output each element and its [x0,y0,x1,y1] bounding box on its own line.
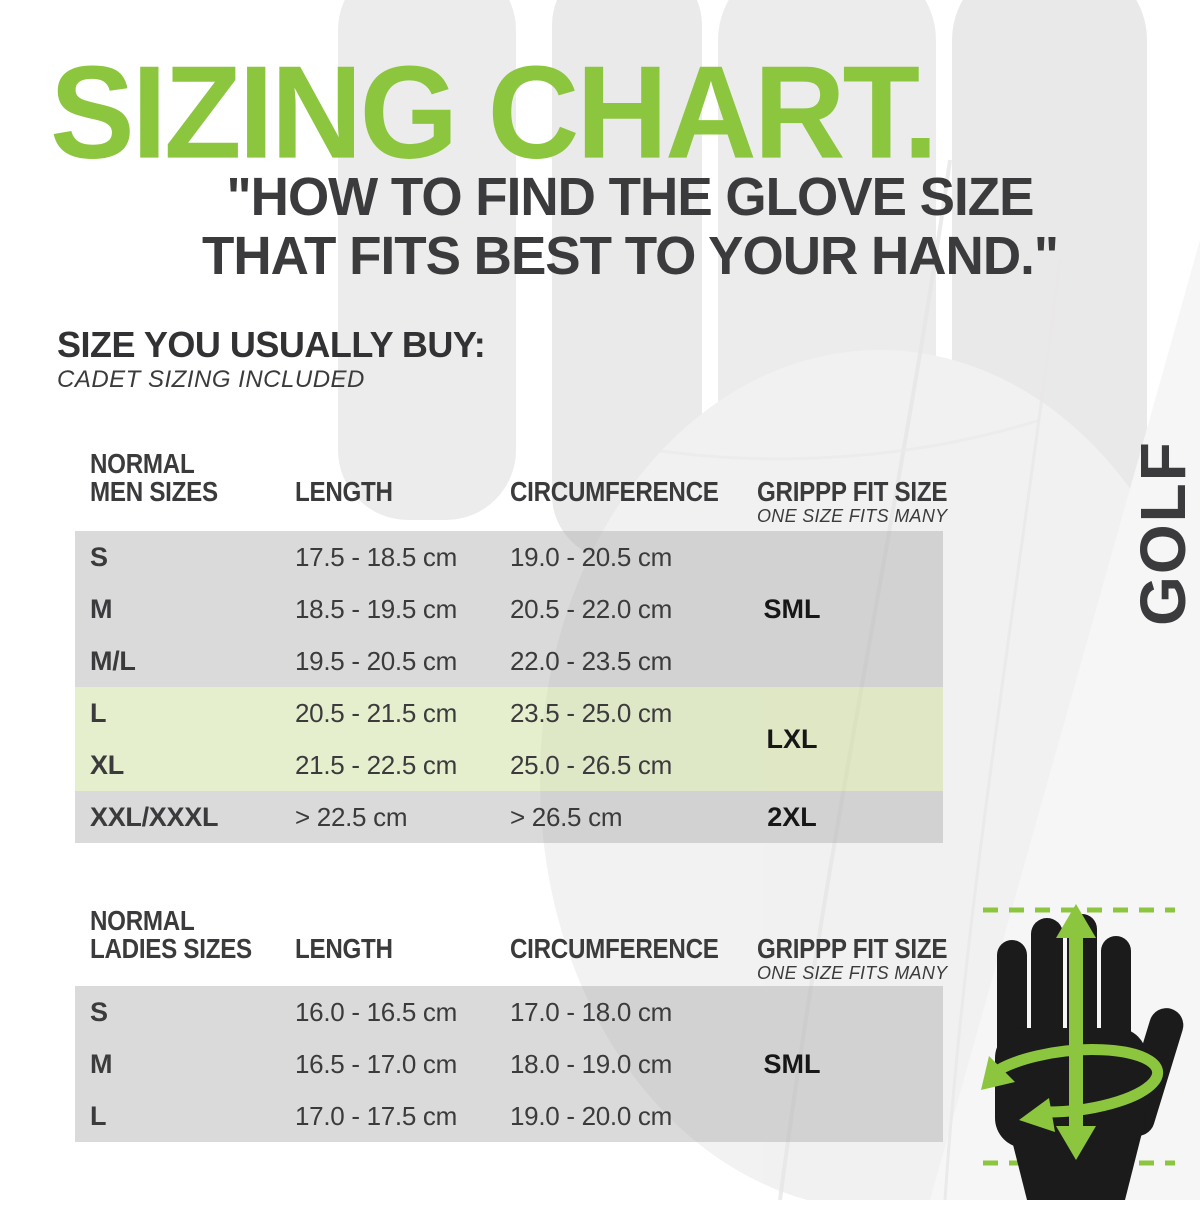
length-cell: 16.5 - 17.0 cm [295,1048,457,1079]
circumference-cell: 25.0 - 26.5 cm [510,749,672,780]
page-subtitle: "HOW TO FIND THE GLOVE SIZE THAT FITS BE… [90,166,1170,287]
size-cell: M [90,1048,113,1079]
circumference-cell: 17.0 - 18.0 cm [510,996,672,1027]
subtitle-line-1: "HOW TO FIND THE GLOVE SIZE [226,166,1035,228]
length-cell: > 22.5 cm [295,801,408,832]
table-row: L 20.5 - 21.5 cm 23.5 - 25.0 cm [75,687,943,739]
length-cell: 16.0 - 16.5 cm [295,996,457,1027]
length-column-header: LENGTH [295,476,393,508]
men-table-rows: S 17.5 - 18.5 cm 19.0 - 20.5 cm M 18.5 - 19.… [75,531,943,843]
table-row: S 17.5 - 18.5 cm 19.0 - 20.5 cm [75,531,943,583]
ladies-table-header: NORMAL LADIES SIZES LENGTH CIRCUMFERENCE… [75,905,947,986]
length-cell: 18.5 - 19.5 cm [295,593,457,624]
table-row: XXL/XXXL > 22.5 cm > 26.5 cm [75,791,943,843]
fit-size-column-note: ONE SIZE FITS MANY [757,506,948,526]
table-row: XL 21.5 - 22.5 cm 25.0 - 26.5 cm [75,739,943,791]
ladies-sizing-table: NORMAL LADIES SIZES LENGTH CIRCUMFERENCE… [75,905,947,1142]
length-arrow [1056,904,1096,1160]
men-size-column-header-line1: NORMAL [90,448,195,480]
circumference-cell: 19.0 - 20.5 cm [510,541,672,572]
circumference-cell: > 26.5 cm [510,801,623,832]
fit-size-label: SML [763,594,821,624]
size-cell: L [90,1100,107,1131]
hand-measurement-icon [981,904,1184,1200]
section-subheading: CADET SIZING INCLUDED [57,366,365,393]
ladies-table-rows: S 16.0 - 16.5 cm 17.0 - 18.0 cm M 16.5 - 17.… [75,986,943,1142]
ladies-size-column-header-line1: NORMAL [90,905,195,937]
circumference-cell: 19.0 - 20.0 cm [510,1100,672,1131]
circumference-cell: 18.0 - 19.0 cm [510,1048,672,1079]
table-row: M 16.5 - 17.0 cm 18.0 - 19.0 cm [75,1038,943,1090]
size-cell: L [90,697,107,728]
fit-size-column-header: GRIPPP FIT SIZE [757,933,948,965]
men-size-column-header-line2: MEN SIZES [90,476,218,508]
size-cell: XL [90,749,124,780]
circumference-cell: 22.0 - 23.5 cm [510,645,672,676]
size-cell: S [90,996,108,1027]
fit-size-column-header: GRIPPP FIT SIZE [757,476,948,508]
length-cell: 17.0 - 17.5 cm [295,1100,457,1131]
size-cell: S [90,541,108,572]
golf-vertical-label: GOLF [1127,440,1199,626]
circumference-column-header: CIRCUMFERENCE [510,476,719,508]
fit-size-column-note: ONE SIZE FITS MANY [757,963,948,983]
men-sizing-table: NORMAL MEN SIZES LENGTH CIRCUMFERENCE GR… [75,448,947,843]
size-cell: M/L [90,645,136,676]
subtitle-line-2: THAT FITS BEST TO YOUR HAND." [202,226,1059,287]
length-cell: 20.5 - 21.5 cm [295,697,457,728]
table-row: M 18.5 - 19.5 cm 20.5 - 22.0 cm [75,583,943,635]
fit-size-label: SML [763,1049,821,1079]
length-cell: 21.5 - 22.5 cm [295,749,457,780]
fit-size-label: 2XL [767,802,817,832]
circumference-arrow [981,1044,1164,1132]
length-column-header: LENGTH [295,933,393,965]
length-cell: 19.5 - 20.5 cm [295,645,457,676]
size-cell: M [90,593,113,624]
circumference-column-header: CIRCUMFERENCE [510,933,719,965]
circumference-cell: 20.5 - 22.0 cm [510,593,672,624]
circumference-cell: 23.5 - 25.0 cm [510,697,672,728]
table-row: L 17.0 - 17.5 cm 19.0 - 20.0 cm [75,1090,943,1142]
page-title: SIZING CHART. [50,38,938,186]
fit-size-label: LXL [766,724,818,754]
size-cell: XXL/XXXL [90,801,219,832]
men-table-header: NORMAL MEN SIZES LENGTH CIRCUMFERENCE GR… [75,448,947,531]
table-row: S 16.0 - 16.5 cm 17.0 - 18.0 cm [75,986,943,1038]
section-heading: SIZE YOU USUALLY BUY: [57,324,486,365]
ladies-size-column-header-line2: LADIES SIZES [90,933,252,965]
length-cell: 17.5 - 18.5 cm [295,541,457,572]
table-row: M/L 19.5 - 20.5 cm 22.0 - 23.5 cm [75,635,943,687]
